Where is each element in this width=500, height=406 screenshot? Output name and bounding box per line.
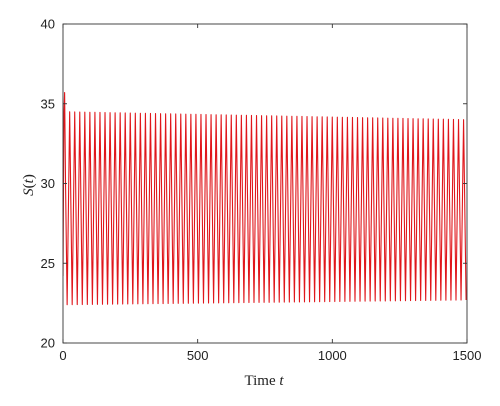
x-tick-label: 0 [59,348,66,363]
series-layer [63,92,467,306]
x-axis-label: Time t [244,373,284,389]
y-tick-label: 20 [41,336,55,351]
x-tick-label: 1500 [453,348,482,363]
series-line-0 [63,92,467,306]
axes [62,23,468,344]
y-tick-label: 40 [41,17,55,32]
y-axis-label: S(t) [21,174,37,196]
x-tick-label: 500 [187,348,209,363]
tick-labels: 0 500 1000 1500 20 25 30 35 40 [41,17,482,364]
y-tick-label: 35 [41,96,55,111]
x-tick-label: 1000 [318,348,347,363]
y-tick-label: 30 [41,176,55,191]
y-tick-label: 25 [41,256,55,271]
plot-background [63,24,467,343]
plot-area [63,24,467,343]
